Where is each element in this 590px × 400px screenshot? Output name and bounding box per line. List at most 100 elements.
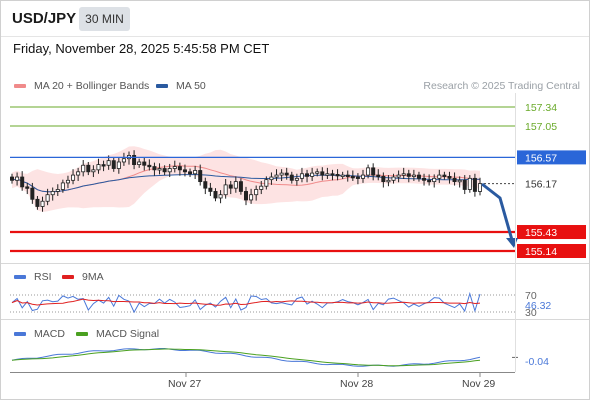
candle-body (442, 174, 447, 177)
candle-body (121, 158, 126, 163)
candle-body (101, 164, 106, 167)
last-price-tag (517, 176, 586, 191)
macd-label: MACD (34, 328, 65, 340)
legend-macd: MACD (14, 328, 65, 340)
timeframe-button[interactable]: 30 MIN (79, 7, 130, 31)
macd-signal-label: MACD Signal (96, 328, 160, 340)
candle-body (177, 166, 182, 171)
candle-body (35, 198, 40, 207)
pivot-line-tag (517, 150, 586, 165)
candle-body (233, 181, 238, 189)
candle-body (137, 161, 142, 165)
candle-body (447, 175, 452, 179)
ma20-label: MA 20 + Bollinger Bands (34, 80, 150, 92)
rsi-9ma-line (11, 298, 481, 306)
candle-body (142, 161, 147, 166)
forecast-arrow-head (506, 238, 518, 248)
candle-body (147, 164, 152, 168)
support-line-label: 155.14 (525, 246, 557, 258)
candle-body (274, 174, 279, 178)
candle-body (289, 174, 294, 181)
candle-body (188, 171, 193, 175)
resistance-label: 157.34 (525, 102, 557, 114)
candle-body (427, 179, 432, 183)
candle-body (182, 169, 187, 173)
legend-macd-signal: MACD Signal (76, 328, 159, 340)
legend-rsi-9ma: 9MA (62, 271, 104, 283)
candle-body (30, 187, 35, 200)
candle-body (91, 169, 96, 173)
candle-body (386, 179, 391, 183)
candle-body (213, 191, 218, 199)
candle-body (462, 179, 467, 190)
symbol-title: USD/JPY (12, 10, 77, 27)
candle-body (264, 179, 269, 187)
candle-body (432, 177, 437, 183)
rsi-9ma-swatch (62, 275, 74, 279)
candle-body (9, 176, 14, 181)
candle-body (243, 191, 248, 201)
candle-body (401, 173, 406, 176)
candle-body (157, 168, 162, 171)
candle-body (381, 175, 386, 183)
candle-body (254, 189, 259, 196)
candle-body (65, 179, 70, 184)
candle-body (15, 176, 20, 181)
candle-body (457, 179, 462, 183)
candle-body (477, 183, 482, 192)
macd-swatch (14, 332, 26, 336)
candle-body (40, 200, 45, 207)
support-line-label: 155.43 (525, 227, 557, 239)
rsi-9ma-label: 9MA (82, 271, 104, 283)
candle-body (396, 174, 401, 178)
candle-body (238, 181, 243, 192)
ma20-swatch (14, 84, 26, 88)
candle-body (198, 170, 203, 183)
candle-body (50, 191, 55, 196)
chart-datetime: Friday, November 28, 2025 5:45:58 PM CET (13, 41, 270, 56)
candle-body (203, 181, 208, 189)
resistance-label: 157.05 (525, 121, 557, 133)
candle-body (472, 177, 477, 192)
candle-body (360, 174, 365, 179)
candle-body (111, 160, 116, 169)
candle-body (228, 184, 233, 189)
candle-body (284, 172, 289, 176)
candle-body (55, 189, 60, 192)
x-tick-label: Nov 29 (462, 378, 495, 390)
x-tick-label: Nov 27 (168, 378, 201, 390)
candle-body (411, 174, 416, 177)
candle-body (279, 172, 284, 176)
candle-body (208, 187, 213, 192)
candle-body (366, 167, 371, 176)
candle-body (294, 177, 299, 181)
candle-body (116, 161, 121, 169)
legend-ma50: MA 50 (156, 80, 206, 92)
rsi-last-label: 46.32 (525, 300, 551, 312)
candle-body (96, 164, 101, 171)
candle-body (20, 176, 25, 188)
rsi-label: RSI (34, 271, 52, 283)
candle-body (193, 170, 198, 175)
candle-body (467, 177, 472, 190)
candle-body (269, 176, 274, 181)
candle-body (452, 177, 457, 183)
candle-body (437, 174, 442, 179)
candle-body (376, 174, 381, 177)
candle-body (249, 194, 254, 201)
macd-signal-line (11, 348, 481, 367)
ma50-label: MA 50 (176, 80, 206, 92)
candle-body (218, 194, 223, 199)
support-line-tag (517, 244, 586, 258)
candle-body (60, 182, 65, 190)
pivot-line-label: 156.57 (525, 152, 557, 164)
chart-header: USD/JPY 30 MIN (0, 0, 590, 36)
macd-line (11, 348, 481, 367)
candle-body (350, 175, 355, 179)
candle-body (76, 171, 81, 176)
candle-body (340, 174, 345, 177)
candle-body (310, 172, 315, 177)
legend-ma20: MA 20 + Bollinger Bands (14, 80, 149, 92)
candle-body (330, 173, 335, 176)
